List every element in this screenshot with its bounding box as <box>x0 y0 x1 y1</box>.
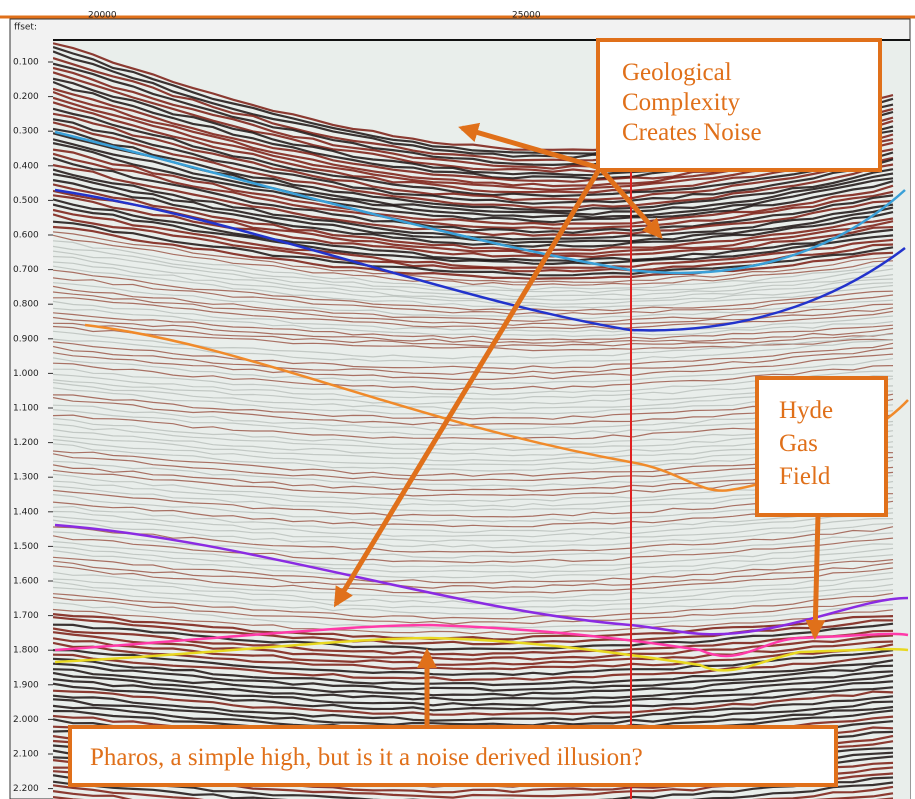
time-tick-label: 2.100 <box>13 750 39 760</box>
arrow <box>815 515 818 636</box>
time-tick-label: 0.800 <box>13 300 39 310</box>
time-tick-label: 0.200 <box>13 92 39 102</box>
callout-text: Field <box>779 463 831 490</box>
time-tick-label: 0.300 <box>13 127 39 137</box>
time-tick-label: 1.900 <box>13 680 39 690</box>
time-tick-label: 2.000 <box>13 715 39 725</box>
time-tick-label: 1.100 <box>13 404 39 414</box>
time-tick-label: 1.700 <box>13 611 39 621</box>
callout-text: Gas <box>779 430 818 457</box>
time-tick-label: 1.800 <box>13 646 39 656</box>
time-tick-label: 1.600 <box>13 577 39 587</box>
callout-text: Pharos, a simple high, but is it a noise… <box>90 744 643 771</box>
offset-tick: 20000 <box>88 11 117 21</box>
time-tick-label: 1.500 <box>13 542 39 552</box>
offset-label: ffset: <box>14 23 37 33</box>
time-tick-label: 2.200 <box>13 784 39 794</box>
offset-tick: 25000 <box>512 11 541 21</box>
time-tick-label: 1.200 <box>13 438 39 448</box>
time-tick-label: 0.500 <box>13 196 39 206</box>
callout-text: Creates Noise <box>622 119 762 146</box>
time-tick-label: 0.100 <box>13 58 39 68</box>
time-tick-label: 0.900 <box>13 334 39 344</box>
time-tick-label: 1.400 <box>13 507 39 517</box>
callout-text: Complexity <box>622 89 741 116</box>
slide: ffset: 20000 25000 0.100 0.200 0.300 0.400 0… <box>0 0 915 799</box>
callout-text: Hyde <box>779 397 833 424</box>
time-tick-label: 1.000 <box>13 369 39 379</box>
page: {"header": {"offset_label": "ffset:", "o… <box>0 0 915 799</box>
time-tick-label: 1.300 <box>13 473 39 483</box>
time-tick-label: 0.600 <box>13 231 39 241</box>
time-tick-label: 0.700 <box>13 265 39 275</box>
callout-text: Geological <box>622 59 732 86</box>
time-tick-label: 0.400 <box>13 161 39 171</box>
